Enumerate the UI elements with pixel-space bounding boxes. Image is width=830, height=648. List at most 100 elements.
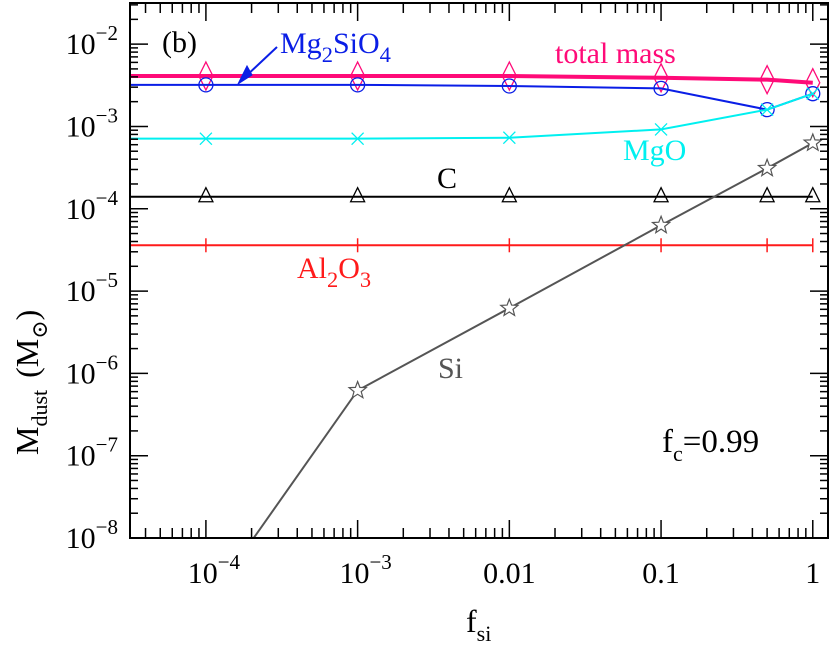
- cross-marker: [806, 87, 820, 101]
- subscript: si: [477, 621, 492, 646]
- triangle-marker: [197, 186, 214, 203]
- triangle-marker: [804, 186, 821, 203]
- series-mg2sio4: [130, 77, 821, 118]
- subscript: dust: [27, 390, 52, 427]
- subscript: c: [673, 441, 683, 466]
- y-tick-label: 10−3: [66, 103, 118, 143]
- series-total-mass: [130, 60, 821, 99]
- fc-annotation: fc=0.99: [662, 424, 759, 466]
- diamond-marker: [501, 60, 518, 92]
- label-part: M: [9, 427, 45, 455]
- x-tick-label: 0.1: [642, 557, 680, 590]
- cross-marker: [760, 103, 774, 117]
- y-tick-label: 10−7: [66, 433, 118, 473]
- triangle-marker: [501, 186, 518, 203]
- star-marker: [347, 379, 368, 400]
- series-line: [130, 83, 814, 111]
- series-label-mg2sio4: Mg2SiO4: [280, 27, 391, 67]
- tick-exponent: −6: [96, 350, 118, 374]
- label-part: Al: [297, 252, 327, 285]
- series-label-al2o3: Al2O3: [297, 252, 371, 292]
- y-tick-label: 10−6: [66, 350, 118, 390]
- circle-marker: [501, 78, 517, 94]
- series-line: [130, 92, 814, 140]
- tick-exponent: −3: [369, 550, 391, 574]
- star-marker: [197, 597, 214, 613]
- triangle-marker: [759, 186, 776, 203]
- tick-exponent: −7: [96, 433, 118, 457]
- tick-base: 1: [805, 557, 820, 590]
- tick-base: 10: [66, 28, 96, 61]
- diamond-marker: [805, 67, 821, 99]
- label-part: Mg: [280, 27, 322, 60]
- star-marker: [499, 297, 520, 317]
- tick-base: 10: [339, 557, 369, 590]
- label-part: f: [466, 603, 477, 639]
- star-marker: [756, 157, 778, 177]
- label-part: C: [437, 162, 457, 195]
- subscript: 2: [327, 267, 338, 292]
- triangle-marker: [349, 186, 366, 203]
- star-marker: [650, 214, 672, 234]
- x-tick-label: 10−3: [339, 550, 391, 590]
- tick-exponent: −2: [96, 21, 118, 45]
- diamond-marker: [759, 64, 775, 96]
- circle-marker: [198, 77, 214, 93]
- series-label-mgo: MgO: [623, 134, 686, 167]
- series-al2o3: [130, 238, 814, 253]
- tick-base: 10: [188, 557, 218, 590]
- diamond-marker: [653, 62, 669, 94]
- circle-marker: [349, 77, 366, 93]
- subscript: 4: [380, 42, 391, 67]
- series-label-total-mass: total mass: [555, 37, 676, 70]
- circle-marker: [805, 86, 821, 102]
- subscript: ⊙: [27, 320, 52, 338]
- series-label-si: Si: [438, 352, 463, 385]
- x-tick-label: 1: [805, 557, 820, 590]
- cross-marker: [199, 132, 213, 146]
- y-tick-label: 10−2: [66, 21, 118, 61]
- cross-marker: [502, 131, 516, 145]
- y-axis-label: Mdust (M⊙): [9, 310, 52, 455]
- series-line: [130, 74, 813, 85]
- tick-base: 10: [66, 357, 96, 390]
- x-tick-label: 0.01: [483, 557, 536, 590]
- tick-exponent: −4: [96, 186, 119, 210]
- series-c: [130, 186, 821, 203]
- plot-frame: [129, 2, 829, 539]
- label-part: =0.99: [683, 424, 759, 460]
- tick-base: 10: [66, 440, 96, 473]
- tick-base: 0.01: [483, 557, 536, 590]
- circle-marker: [759, 101, 775, 118]
- x-tick-label: 10−4: [188, 550, 241, 590]
- cross-marker: [654, 122, 668, 136]
- tick-base: 10: [66, 275, 96, 308]
- y-tick-label: 10−5: [66, 268, 118, 308]
- subscript: 3: [360, 267, 371, 292]
- label-part: Si: [438, 352, 463, 385]
- label-part: O: [338, 252, 360, 285]
- tick-base: 0.1: [642, 557, 680, 590]
- series-mgo: [130, 87, 820, 146]
- circle-marker: [653, 80, 669, 97]
- tick-exponent: −4: [218, 550, 241, 574]
- label-part: (M: [9, 339, 45, 378]
- tick-base: 10: [66, 110, 96, 143]
- series-line: [252, 142, 814, 538]
- y-tick-label: 10−4: [66, 186, 119, 226]
- panel-label: (b): [162, 26, 197, 59]
- cross-marker: [351, 132, 365, 146]
- tick-base: 10: [66, 193, 96, 226]
- tick-base: 10: [66, 522, 96, 555]
- diamond-marker: [349, 60, 366, 92]
- label-part: f: [662, 424, 673, 460]
- arrow-head-icon: [236, 64, 253, 86]
- star-marker: [802, 132, 823, 152]
- label-part: total mass: [555, 37, 676, 70]
- triangle-marker: [653, 186, 670, 203]
- y-tick-label: 10−8: [66, 515, 118, 555]
- label-part: MgO: [623, 134, 686, 167]
- series-si: [197, 132, 823, 613]
- tick-exponent: −3: [96, 103, 118, 127]
